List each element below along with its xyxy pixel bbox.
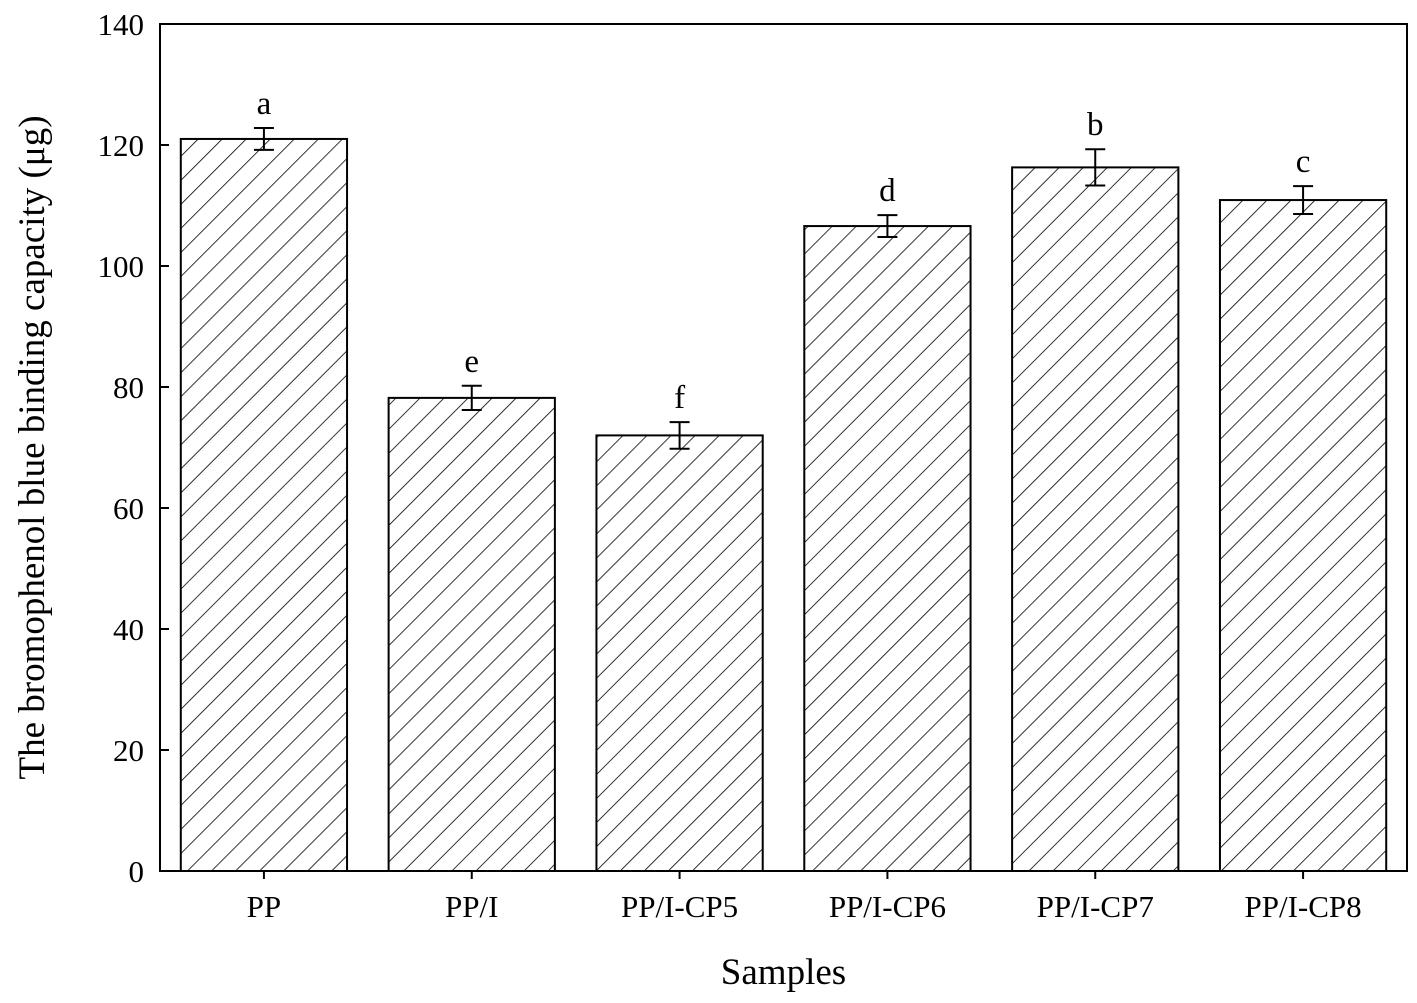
bar-pp-i-cp7 [1011,166,1180,872]
y-tick-label: 80 [113,370,144,405]
bars-layer [179,137,1388,872]
significance-label: d [879,173,896,209]
x-axis: PP PP/I PP/I-CP5 PP/I-CP6 PP/I-CP7 PP/I-CP8 [247,871,1362,924]
y-tick-label: 140 [98,7,145,42]
significance-label: a [257,86,272,122]
y-tick-label: 20 [113,733,144,768]
error-bars-layer [253,127,1314,450]
bar-pp [179,137,349,872]
significance-label: b [1087,107,1104,143]
bar-pp-i-cp5 [595,434,764,872]
x-tick-label: PP [247,889,281,924]
x-tick-label: PP/I [445,889,498,924]
bar-pp-i-cp8 [1218,199,1388,872]
bar-pp-i-cp6 [803,225,972,872]
y-tick-label: 0 [129,854,145,889]
y-tick-label: 100 [98,249,145,284]
significance-label: e [464,344,479,380]
significance-label: c [1296,144,1311,180]
significance-label: f [674,380,685,416]
y-axis: 0 20 40 60 80 100 120 140 [98,7,169,889]
x-tick-label: PP/I-CP8 [1244,889,1361,924]
plot-frame [159,23,1408,872]
y-axis-label: The bromophenol blue binding capacity (μ… [12,115,53,779]
y-tick-label: 40 [113,612,144,647]
y-tick-label: 60 [113,491,144,526]
significance-labels-layer: a e f d b c [257,86,1311,416]
y-tick-label: 120 [98,128,145,163]
x-tick-label: PP/I-CP5 [621,889,738,924]
bar-pp-i [387,396,556,872]
x-tick-label: PP/I-CP7 [1037,889,1154,924]
x-axis-label: Samples [721,952,846,993]
x-tick-label: PP/I-CP6 [829,889,946,924]
